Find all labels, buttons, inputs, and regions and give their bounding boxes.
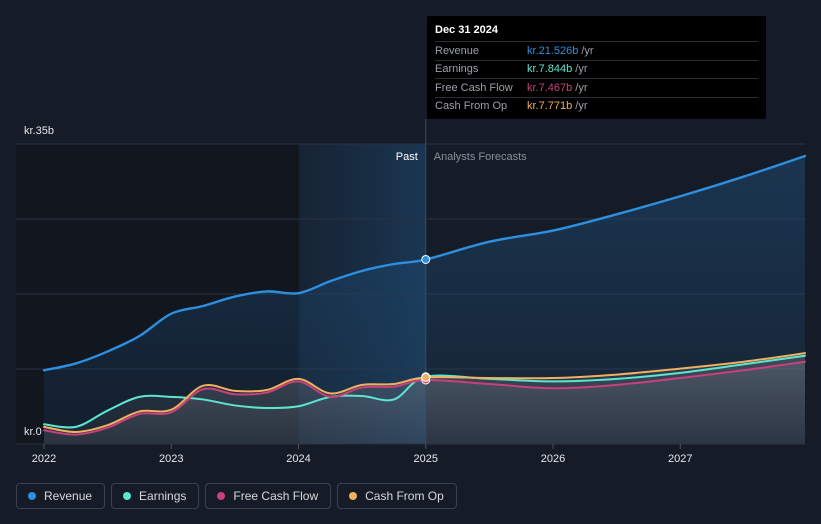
tooltip-row-free-cash-flow: Free Cash Flow kr.7.467b /yr <box>435 78 758 97</box>
legend-dot-icon <box>349 492 358 500</box>
tooltip-label: Free Cash Flow <box>435 81 513 94</box>
tooltip-value: kr.7.771b <box>527 100 573 113</box>
tooltip-unit: /yr <box>575 63 588 76</box>
tooltip-value: kr.21.526b <box>527 44 579 57</box>
forecast-label: Analysts Forecasts <box>434 151 527 163</box>
x-tick-label: 2024 <box>286 453 310 465</box>
x-tick-label: 2023 <box>159 453 183 465</box>
tooltip-row-cash-from-op: Cash From Op kr.7.771b /yr <box>435 96 758 116</box>
tooltip: Dec 31 2024 Revenue kr.21.526b /yr Earni… <box>427 16 766 119</box>
legend-item-free-cash-flow[interactable]: Free Cash Flow <box>205 483 332 509</box>
tooltip-unit: /yr <box>575 81 588 94</box>
legend-item-revenue[interactable]: Revenue <box>16 483 106 509</box>
legend-item-cash-from-op[interactable]: Cash From Op <box>337 483 457 509</box>
cash-from-op-line <box>42 352 806 434</box>
x-tick-label: 2025 <box>414 453 438 465</box>
tooltip-row-earnings: Earnings kr.7.844b /yr <box>435 59 758 79</box>
revenue-line <box>42 154 807 372</box>
cash-from-op-area <box>43 353 806 444</box>
y-axis-min-label: kr.0 <box>24 426 42 438</box>
legend-dot-icon <box>123 492 132 500</box>
legend-item-earnings[interactable]: Earnings <box>111 483 200 509</box>
x-tick-label: 2026 <box>541 453 565 465</box>
revenue-marker[interactable] <box>421 254 431 264</box>
legend-label: Free Cash Flow <box>233 489 319 503</box>
x-tick-label: 2022 <box>32 453 56 465</box>
tooltip-unit: /yr <box>575 100 588 113</box>
tooltip-label: Earnings <box>435 63 479 76</box>
legend: Revenue Earnings Free Cash Flow Cash Fro… <box>16 483 457 511</box>
tooltip-row-revenue: Revenue kr.21.526b /yr <box>435 41 758 60</box>
tooltip-value: kr.7.844b <box>527 63 573 76</box>
legend-label: Cash From Op <box>365 489 444 503</box>
past-label: Past <box>396 151 418 163</box>
legend-label: Revenue <box>44 489 93 503</box>
tooltip-value: kr.7.467b <box>527 81 573 94</box>
legend-label: Earnings <box>139 489 187 503</box>
free-cash-flow-line <box>42 360 806 436</box>
y-axis-max-label: kr.35b <box>24 125 54 137</box>
tooltip-date: Dec 31 2024 <box>435 24 498 36</box>
tooltip-unit: /yr <box>581 44 594 57</box>
legend-dot-icon <box>217 492 226 500</box>
cash-from-op-marker[interactable] <box>421 372 431 382</box>
chart-area: 2022 2023 2024 2025 2026 2027 Past Analysts F… <box>16 119 807 465</box>
x-tick-label: 2027 <box>668 453 692 465</box>
tooltip-label: Cash From Op <box>435 100 508 113</box>
tooltip-label: Revenue <box>435 44 480 57</box>
revenue-area <box>43 156 806 444</box>
legend-dot-icon <box>28 492 36 500</box>
